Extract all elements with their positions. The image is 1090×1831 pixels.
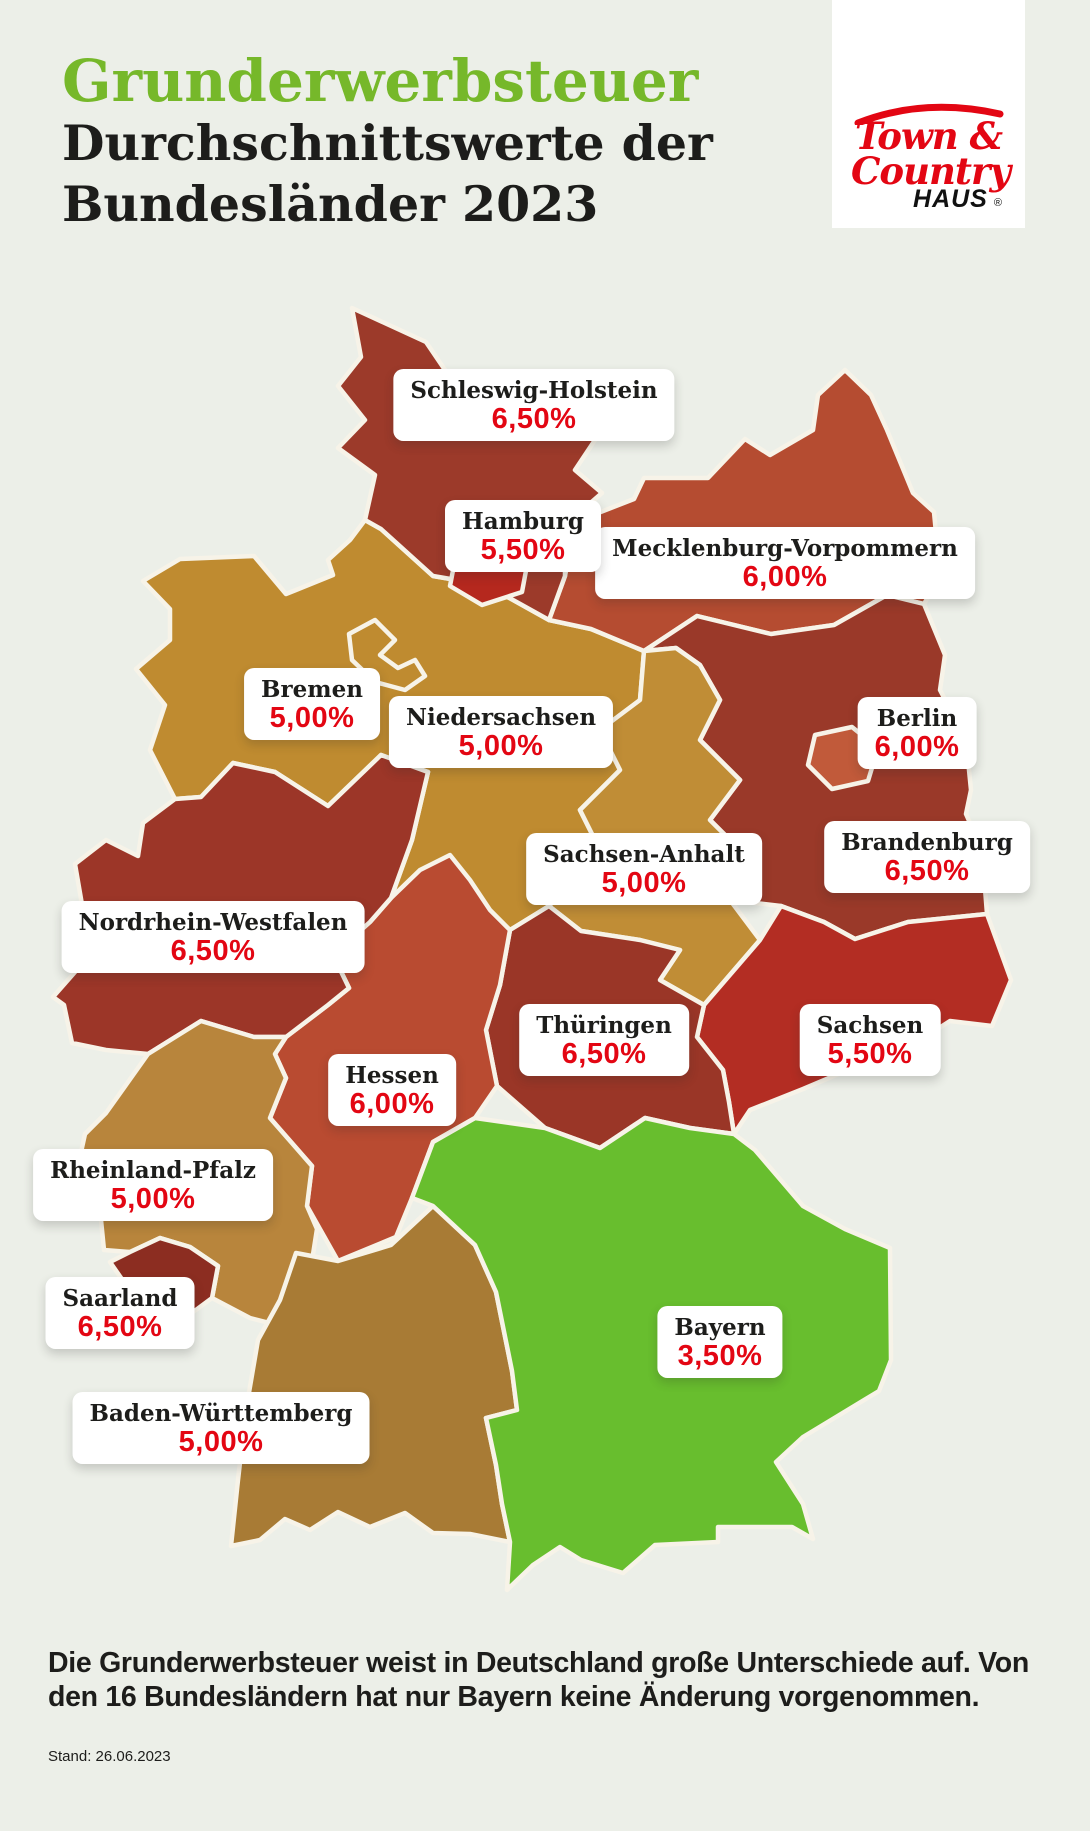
state-tax-value: 5,00% xyxy=(110,1182,196,1215)
page-subtitle-line1: Durchschnittswerte der xyxy=(62,114,713,172)
state-name: Berlin xyxy=(876,704,958,732)
state-label-nordrhein-westfalen: Nordrhein-Westfalen 6,50% xyxy=(61,900,365,974)
state-name: Hessen xyxy=(345,1061,439,1089)
state-region-bayern xyxy=(409,1115,894,1593)
state-label-rheinland-pfalz: Rheinland-Pfalz 5,00% xyxy=(33,1148,273,1222)
town-and-country-logo: Town & Country HAUS ® xyxy=(832,0,1025,228)
state-name: Rheinland-Pfalz xyxy=(50,1156,256,1184)
state-label-sachsen: Sachsen 5,50% xyxy=(799,1003,941,1077)
state-label-bremen: Bremen 5,00% xyxy=(244,667,380,741)
logo-haus-text: HAUS xyxy=(913,185,988,213)
page-header: Grunderwerbsteuer Durchschnittswerte der… xyxy=(62,52,713,232)
state-label-sachsen-anhalt: Sachsen-Anhalt 5,00% xyxy=(526,832,762,906)
state-name: Brandenburg xyxy=(841,828,1013,856)
state-label-hessen: Hessen 6,00% xyxy=(328,1053,456,1127)
state-name: Mecklenburg-Vorpommern xyxy=(612,534,958,562)
logo-swoosh-icon xyxy=(854,103,1003,125)
state-tax-value: 3,50% xyxy=(677,1339,763,1372)
state-tax-value: 6,50% xyxy=(561,1037,647,1070)
state-name: Niedersachsen xyxy=(405,703,597,731)
state-name: Nordrhein-Westfalen xyxy=(78,908,348,936)
state-name: Sachsen xyxy=(816,1011,924,1039)
state-tax-value: 5,00% xyxy=(269,701,355,734)
state-tax-value: 5,00% xyxy=(458,729,544,762)
state-label-hamburg: Hamburg 5,50% xyxy=(445,499,601,573)
state-tax-value: 6,50% xyxy=(77,1310,163,1343)
state-tax-value: 6,00% xyxy=(349,1087,435,1120)
state-name: Schleswig-Holstein xyxy=(410,376,658,404)
page-subtitle-line2: Bundesländer 2023 xyxy=(62,174,599,233)
state-tax-value: 6,50% xyxy=(491,402,577,435)
state-tax-value: 6,00% xyxy=(874,730,960,763)
state-name: Thüringen xyxy=(536,1011,672,1039)
state-name: Sachsen-Anhalt xyxy=(543,840,745,868)
state-tax-value: 5,00% xyxy=(178,1425,264,1458)
state-name: Bremen xyxy=(261,675,363,703)
state-label-thueringen: Thüringen 6,50% xyxy=(519,1003,689,1077)
state-label-berlin: Berlin 6,00% xyxy=(857,696,977,770)
state-label-brandenburg: Brandenburg 6,50% xyxy=(824,820,1030,894)
logo-registered-mark: ® xyxy=(993,197,1002,209)
state-tax-value: 5,50% xyxy=(480,533,566,566)
logo-town-text: Town & xyxy=(854,113,1003,158)
state-tax-value: 5,00% xyxy=(601,866,687,899)
state-name: Baden-Württemberg xyxy=(89,1399,353,1427)
state-label-saarland: Saarland 6,50% xyxy=(45,1276,195,1350)
footer-summary-text: Die Grunderwerbsteuer weist in Deutschla… xyxy=(48,1647,1029,1714)
state-tax-value: 6,50% xyxy=(170,934,256,967)
state-label-mecklenburg-vorpommern: Mecklenburg-Vorpommern 6,00% xyxy=(595,526,975,600)
state-name: Saarland xyxy=(62,1284,178,1312)
state-label-schleswig-holstein: Schleswig-Holstein 6,50% xyxy=(393,368,675,442)
state-name: Bayern xyxy=(674,1313,766,1341)
state-label-niedersachsen: Niedersachsen 5,00% xyxy=(388,695,614,769)
state-label-baden-wuerttemberg: Baden-Württemberg 5,00% xyxy=(72,1391,370,1465)
state-tax-value: 6,00% xyxy=(742,560,828,593)
state-name: Hamburg xyxy=(462,507,584,535)
state-tax-value: 6,50% xyxy=(884,854,970,887)
page-title: Grunderwerbsteuer xyxy=(62,47,699,115)
logo-country-text: Country xyxy=(850,148,1011,193)
data-date-note: Stand: 26.06.2023 xyxy=(48,1748,171,1765)
state-label-bayern: Bayern 3,50% xyxy=(657,1305,783,1379)
state-tax-value: 5,50% xyxy=(827,1037,913,1070)
